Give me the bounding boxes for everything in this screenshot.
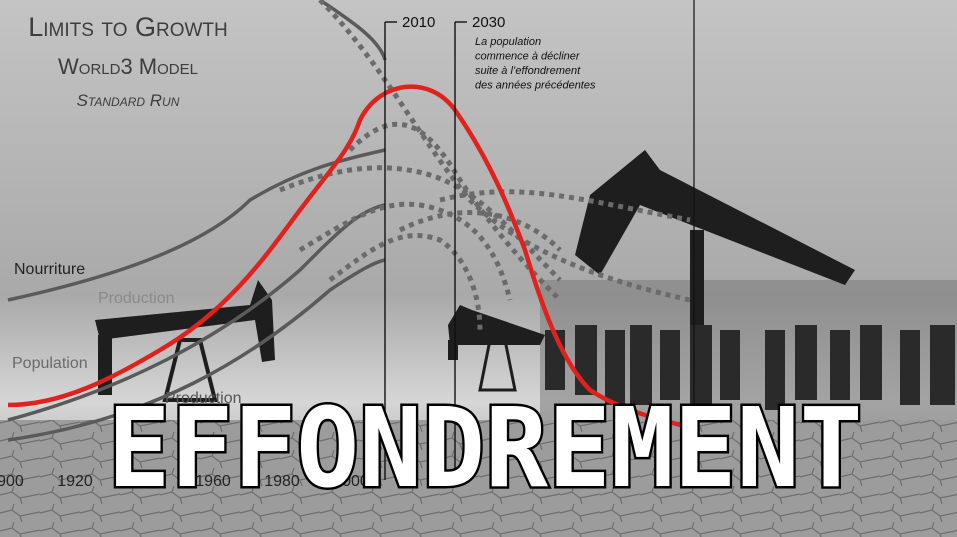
headline: EFFONDREMENT (108, 384, 863, 512)
curve-label: Production (98, 290, 175, 307)
x-tick-label: 1920 (57, 473, 93, 490)
x-tick-label: 1900 (0, 473, 24, 490)
title: Limits to Growth (28, 12, 228, 42)
note-line: des années précédentes (475, 80, 596, 92)
model: World3 Model (58, 54, 198, 79)
marker-label: 2010 (402, 14, 435, 31)
note-line: La population (475, 36, 541, 48)
note-line: suite à l’effondrement (475, 65, 581, 77)
note-line: commence à décliner (475, 51, 581, 63)
marker-label: 2030 (472, 14, 505, 31)
curve-label: Population (12, 355, 88, 372)
poster: 2010 2030 La population commence à déclin… (0, 0, 957, 537)
run: Standard Run (77, 91, 180, 110)
curve-label: Nourriture (14, 261, 85, 278)
